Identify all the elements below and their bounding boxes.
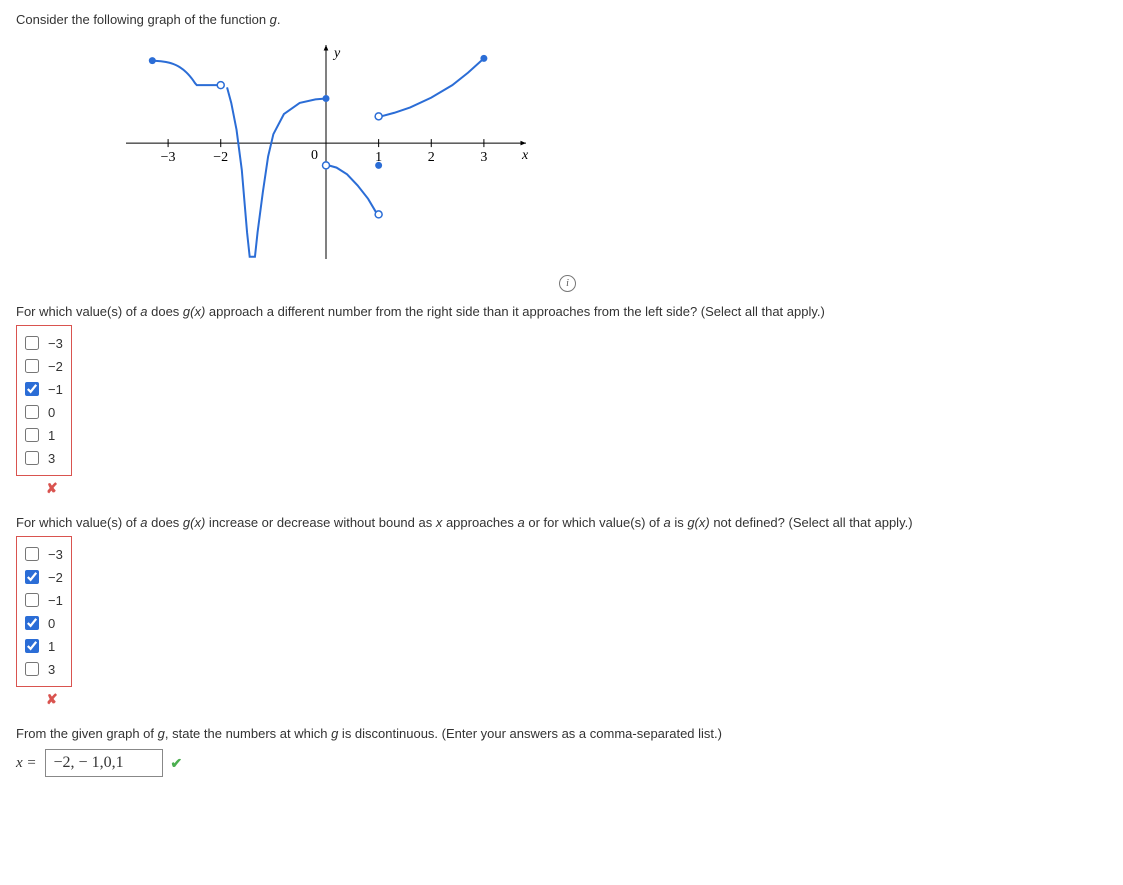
q1-option-label: 0 (48, 405, 55, 420)
q2-option: 1 (21, 636, 63, 656)
q2-checkbox[interactable] (25, 639, 39, 653)
info-icon[interactable]: i (559, 275, 576, 292)
q1-option-label: 1 (48, 428, 55, 443)
q2-checkbox-group: −3 −2 −1 0 1 3 (16, 536, 72, 687)
q2-option-label: −2 (48, 570, 63, 585)
function-graph: −3−20123xy (116, 37, 536, 267)
q2-option-label: −3 (48, 547, 63, 562)
q2-option: 0 (21, 613, 63, 633)
q2-option-label: −1 (48, 593, 63, 608)
q1-option-label: 3 (48, 451, 55, 466)
q2-option-label: 1 (48, 639, 55, 654)
q1-option: 0 (21, 402, 63, 422)
q2-checkbox[interactable] (25, 547, 39, 561)
q1-option: −1 (21, 379, 63, 399)
q2-option: 3 (21, 659, 63, 679)
check-mark-icon: ✔ (171, 755, 183, 772)
q2-option: −2 (21, 567, 63, 587)
q3-text: From the given graph of g, state the num… (16, 726, 1107, 741)
info-row: i (116, 274, 576, 292)
graph-container: −3−20123xy (116, 37, 1107, 270)
q1-checkbox[interactable] (25, 451, 39, 465)
q2-checkbox[interactable] (25, 662, 39, 676)
q1-option: 1 (21, 425, 63, 445)
q1-checkbox-group: −3 −2 −1 0 1 3 (16, 325, 72, 476)
q2-option: −1 (21, 590, 63, 610)
q2-option: −3 (21, 544, 63, 564)
q1-checkbox[interactable] (25, 428, 39, 442)
q1-option-label: −2 (48, 359, 63, 374)
q1-option-label: −1 (48, 382, 63, 397)
q1-option: −2 (21, 356, 63, 376)
svg-text:3: 3 (480, 150, 487, 165)
q1-checkbox[interactable] (25, 405, 39, 419)
q2-checkbox[interactable] (25, 616, 39, 630)
q2-feedback: ✘ (46, 691, 1107, 708)
q1-option-label: −3 (48, 336, 63, 351)
intro-prefix: Consider the following graph of the func… (16, 12, 270, 27)
svg-text:x: x (521, 148, 529, 163)
svg-text:−3: −3 (161, 150, 176, 165)
q3-var-label: x = (16, 755, 37, 772)
q3-answer-input[interactable]: −2, − 1,0,1 (45, 749, 163, 777)
q3-answer-row: x = −2, − 1,0,1 ✔ (16, 749, 1107, 777)
q1-option: 3 (21, 448, 63, 468)
intro-text: Consider the following graph of the func… (16, 12, 1107, 27)
q2-checkbox[interactable] (25, 570, 39, 584)
q2-text: For which value(s) of a does g(x) increa… (16, 515, 1107, 530)
intro-func: g (270, 12, 277, 27)
q1-option: −3 (21, 333, 63, 353)
svg-text:y: y (332, 46, 341, 61)
x-mark-icon: ✘ (46, 691, 58, 707)
svg-text:−2: −2 (213, 150, 228, 165)
q2-option-label: 3 (48, 662, 55, 677)
intro-suffix: . (277, 12, 281, 27)
svg-text:0: 0 (311, 148, 318, 163)
q1-text: For which value(s) of a does g(x) approa… (16, 304, 1107, 319)
q1-feedback: ✘ (46, 480, 1107, 497)
q1-checkbox[interactable] (25, 359, 39, 373)
q2-option-label: 0 (48, 616, 55, 631)
q2-checkbox[interactable] (25, 593, 39, 607)
q1-checkbox[interactable] (25, 382, 39, 396)
q1-checkbox[interactable] (25, 336, 39, 350)
x-mark-icon: ✘ (46, 480, 58, 496)
svg-text:2: 2 (428, 150, 435, 165)
